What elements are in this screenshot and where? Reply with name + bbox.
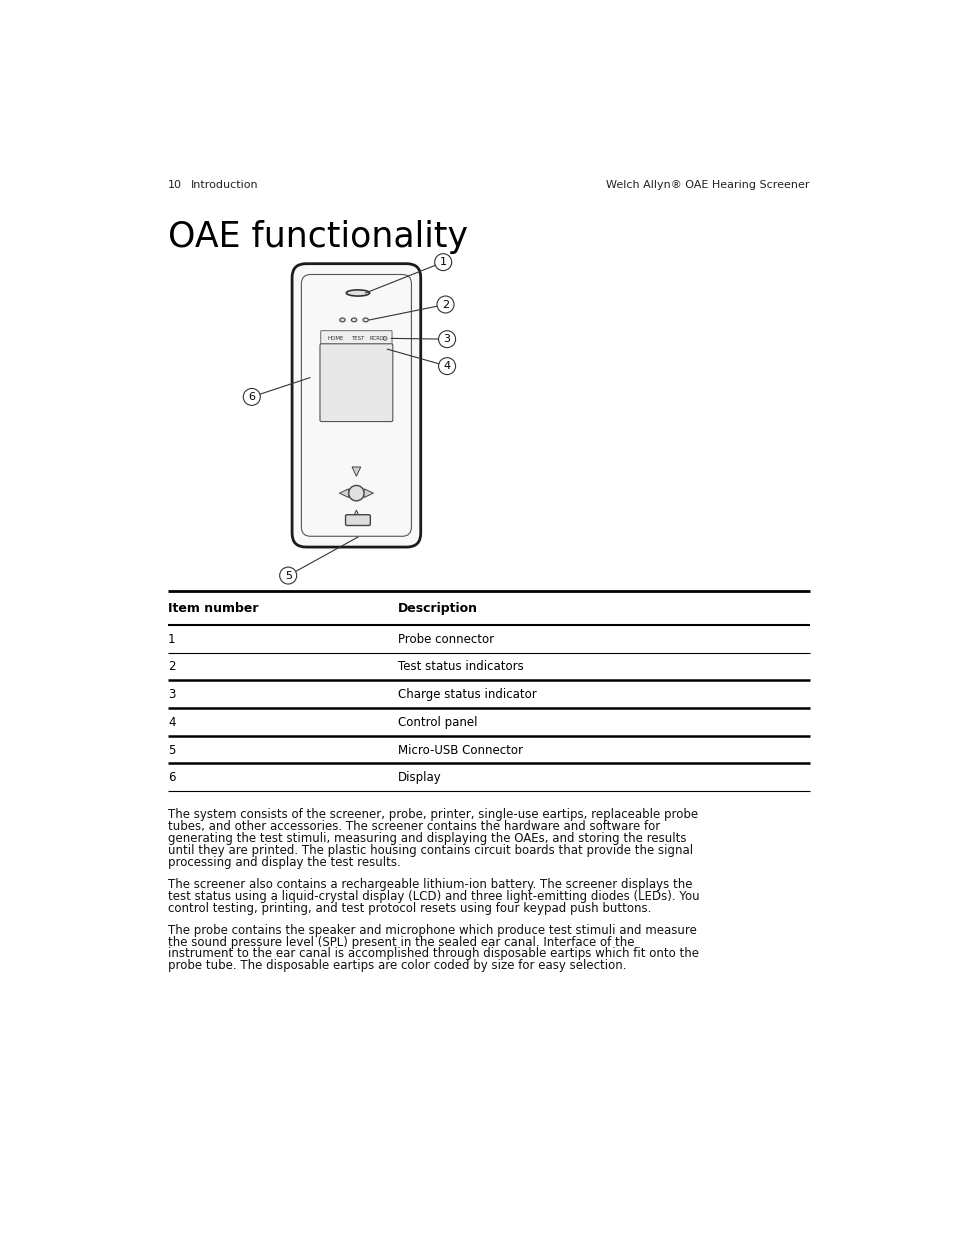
Circle shape [279,567,296,584]
Text: 4: 4 [168,716,175,729]
Ellipse shape [362,317,368,322]
Circle shape [438,358,456,374]
Text: Micro-USB Connector: Micro-USB Connector [397,743,522,757]
Polygon shape [339,489,348,498]
Ellipse shape [346,290,369,296]
Text: HOME: HOME [328,336,344,341]
Text: generating the test stimuli, measuring and displaying the OAEs, and storing the : generating the test stimuli, measuring a… [168,832,686,845]
Text: control testing, printing, and test protocol resets using four keypad push butto: control testing, printing, and test prot… [168,902,651,915]
Circle shape [435,253,452,270]
Text: the sound pressure level (SPL) present in the sealed ear canal. Interface of the: the sound pressure level (SPL) present i… [168,936,634,948]
Ellipse shape [339,317,345,322]
Text: 2: 2 [168,661,175,673]
Ellipse shape [383,336,387,341]
Text: The system consists of the screener, probe, printer, single-use eartips, replace: The system consists of the screener, pro… [168,808,698,821]
Text: Introduction: Introduction [192,180,258,190]
Text: 4: 4 [443,361,450,370]
Text: Item number: Item number [168,603,258,615]
Text: 2: 2 [441,300,449,310]
Polygon shape [364,489,373,498]
Text: Test status indicators: Test status indicators [397,661,523,673]
Text: tubes, and other accessories. The screener contains the hardware and software fo: tubes, and other accessories. The screen… [168,820,659,834]
Text: Description: Description [397,603,477,615]
Text: The probe contains the speaker and microphone which produce test stimuli and mea: The probe contains the speaker and micro… [168,924,697,936]
Circle shape [438,331,456,347]
FancyBboxPatch shape [292,264,420,547]
Text: 5: 5 [284,571,292,580]
Text: 6: 6 [168,772,175,784]
Circle shape [243,389,260,405]
Text: Welch Allyn® OAE Hearing Screener: Welch Allyn® OAE Hearing Screener [606,180,809,190]
Text: processing and display the test results.: processing and display the test results. [168,856,400,869]
Text: Charge status indicator: Charge status indicator [397,688,537,701]
Circle shape [348,485,364,501]
Text: 3: 3 [168,688,175,701]
Text: 6: 6 [248,391,255,401]
Text: Display: Display [397,772,441,784]
Text: 1: 1 [168,632,175,646]
Text: until they are printed. The plastic housing contains circuit boards that provide: until they are printed. The plastic hous… [168,844,693,857]
Text: 10: 10 [168,180,182,190]
Circle shape [436,296,454,312]
Text: The screener also contains a rechargeable lithium-ion battery. The screener disp: The screener also contains a rechargeabl… [168,878,692,890]
FancyBboxPatch shape [319,343,393,421]
Polygon shape [352,467,360,477]
Text: RCRD: RCRD [369,336,384,341]
Text: 5: 5 [168,743,175,757]
Ellipse shape [351,317,356,322]
Text: Control panel: Control panel [397,716,477,729]
FancyBboxPatch shape [320,331,392,346]
Text: TEST: TEST [351,336,364,341]
FancyBboxPatch shape [345,515,370,526]
Text: 3: 3 [443,335,450,345]
Text: instrument to the ear canal is accomplished through disposable eartips which fit: instrument to the ear canal is accomplis… [168,947,699,961]
Text: test status using a liquid-crystal display (LCD) and three light-emitting diodes: test status using a liquid-crystal displ… [168,889,699,903]
Text: OAE functionality: OAE functionality [168,220,468,253]
Polygon shape [352,510,360,520]
Text: probe tube. The disposable eartips are color coded by size for easy selection.: probe tube. The disposable eartips are c… [168,960,626,972]
Text: Probe connector: Probe connector [397,632,494,646]
Text: 1: 1 [439,257,446,267]
